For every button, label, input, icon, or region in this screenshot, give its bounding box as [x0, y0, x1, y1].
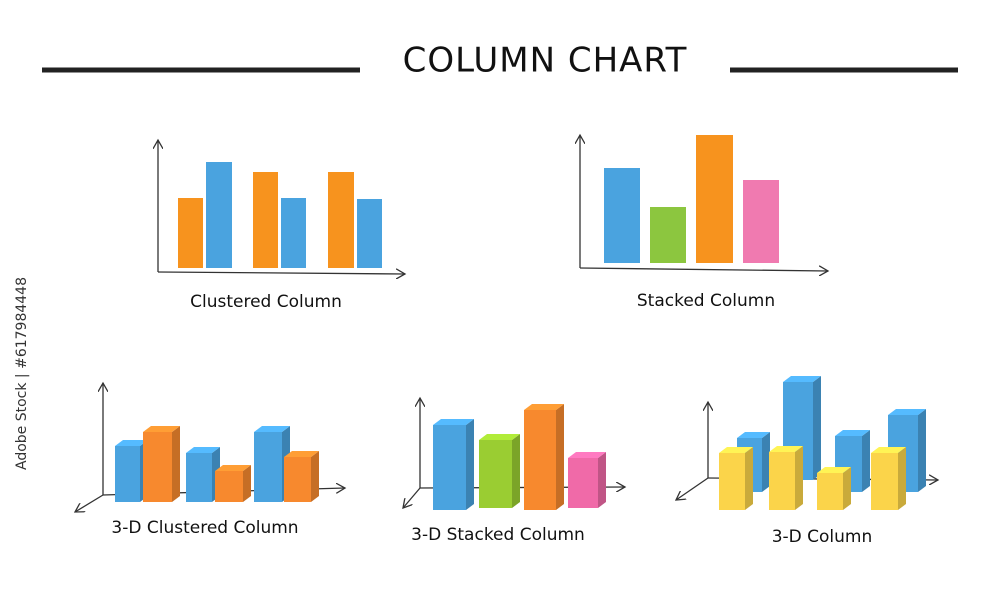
- box-face: [871, 453, 898, 510]
- box-face: [795, 446, 803, 510]
- box-face: [215, 471, 243, 502]
- box-face: [479, 440, 512, 508]
- box-face: [254, 426, 290, 432]
- box-face: [813, 376, 821, 480]
- title: COLUMN CHART: [403, 41, 688, 81]
- box-face: [783, 376, 821, 382]
- box-face: [745, 447, 753, 510]
- box-face: [817, 467, 851, 473]
- box-face: [719, 453, 745, 510]
- box-face: [817, 473, 843, 510]
- caption: 3-D Column: [772, 527, 873, 547]
- box-face: [512, 434, 520, 508]
- box-face: [835, 430, 870, 436]
- box-face: [524, 410, 556, 510]
- box-face: [598, 452, 606, 508]
- box-face: [284, 451, 319, 457]
- box-face: [254, 432, 282, 502]
- box-face: [843, 467, 851, 510]
- box-face: [737, 432, 770, 438]
- box-face: [524, 404, 564, 410]
- box-face: [769, 452, 795, 510]
- box-face: [479, 434, 520, 440]
- box-face: [871, 447, 906, 453]
- box-face: [466, 419, 474, 510]
- box-face: [762, 432, 770, 492]
- box-face: [898, 447, 906, 510]
- watermark: Adobe Stock | #617984448: [14, 277, 30, 470]
- box-face: [888, 409, 926, 415]
- box-face: [143, 432, 172, 502]
- box-face: [186, 453, 212, 502]
- box-face: [115, 446, 140, 502]
- box-face: [918, 409, 926, 492]
- box-face: [243, 465, 251, 502]
- caption: Stacked Column: [637, 291, 775, 311]
- boxes-3d: [115, 376, 926, 510]
- box-face: [862, 430, 870, 492]
- box-face: [115, 440, 148, 446]
- box-face: [568, 452, 606, 458]
- box-face: [769, 446, 803, 452]
- box-face: [172, 426, 180, 502]
- caption: 3-D Stacked Column: [411, 525, 585, 545]
- caption: 3-D Clustered Column: [111, 518, 298, 538]
- box-face: [186, 447, 220, 453]
- box-face: [556, 404, 564, 510]
- box-face: [433, 419, 474, 425]
- clustered-icon: [158, 140, 405, 274]
- box-face: [143, 426, 180, 432]
- box-face: [311, 451, 319, 502]
- stacked-icon: [580, 135, 828, 271]
- box-face: [284, 457, 311, 502]
- box-face: [433, 425, 466, 510]
- box-face: [215, 465, 251, 471]
- box-face: [719, 447, 753, 453]
- caption: Clustered Column: [190, 292, 342, 312]
- box-face: [568, 458, 598, 508]
